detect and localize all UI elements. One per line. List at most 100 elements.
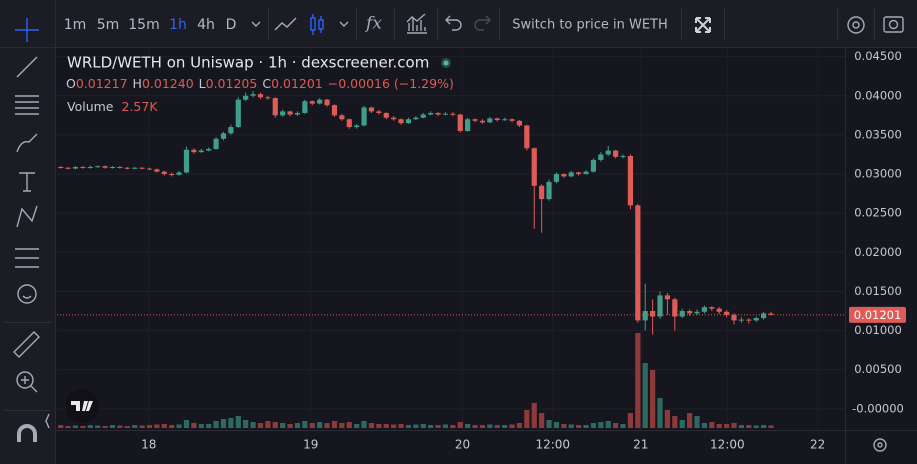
interval-button[interactable]: D: [226, 17, 237, 33]
candle-body: [524, 125, 530, 149]
interval-button[interactable]: 4h: [197, 17, 215, 33]
volume-bar: [154, 424, 160, 428]
volume-name: Volume: [67, 99, 114, 114]
volume-bar: [198, 424, 204, 428]
interval-button[interactable]: 5m: [97, 17, 120, 33]
candle-icon[interactable]: [310, 14, 324, 35]
settings-icon[interactable]: [847, 16, 865, 34]
y-tick-label: 0.02500: [854, 206, 902, 220]
x-tick-label: 22: [810, 438, 825, 452]
volume-bar: [457, 422, 463, 428]
interval-button[interactable]: 1h: [169, 17, 187, 33]
volume-bar: [250, 422, 256, 428]
candle-body: [257, 94, 264, 98]
candle-body: [635, 205, 641, 321]
volume-bar: [191, 423, 197, 428]
crosshair-icon[interactable]: [15, 18, 39, 42]
volume-bar: [472, 425, 478, 428]
candle-body: [576, 172, 582, 175]
volume-bar: [346, 422, 352, 428]
candle-body: [117, 166, 123, 168]
candle-body: [413, 117, 419, 120]
interval-button[interactable]: 1m: [64, 17, 87, 33]
volume-bar: [465, 424, 471, 428]
interval-button[interactable]: 15m: [128, 17, 159, 33]
candle-body: [553, 174, 560, 182]
ruler-icon[interactable]: [13, 331, 40, 358]
magnet-icon[interactable]: [17, 424, 37, 442]
axis-settings-icon[interactable]: [873, 438, 887, 452]
prediction-icon[interactable]: [15, 248, 39, 268]
candle-body: [746, 319, 752, 321]
candle-body: [731, 314, 737, 321]
fib-icon[interactable]: [15, 95, 39, 115]
volume-bar: [95, 425, 101, 428]
candle-body: [109, 166, 116, 168]
candle-layer: [58, 91, 774, 335]
volume-bar: [383, 424, 389, 428]
volume-layer: [58, 333, 774, 428]
candle-body: [80, 166, 86, 168]
candle-body: [309, 101, 315, 104]
candle-body: [546, 181, 552, 200]
ohlc-key: O: [66, 76, 76, 91]
candle-body: [287, 111, 293, 115]
volume-bar: [531, 403, 537, 428]
volume-bar: [731, 423, 737, 428]
trendline-icon[interactable]: [16, 56, 38, 78]
x-tick-label: 20: [455, 438, 470, 452]
candle-body: [672, 299, 678, 317]
fullscreen-icon[interactable]: [695, 17, 711, 33]
volume-bar: [620, 424, 626, 428]
volume-bar: [605, 421, 611, 428]
candle-body: [650, 311, 656, 317]
candle-body: [568, 172, 574, 177]
redo-icon[interactable]: [474, 15, 491, 31]
pattern-icon[interactable]: [16, 205, 38, 228]
candle-body: [235, 99, 241, 128]
volume-bar: [213, 421, 219, 428]
y-tick-label: 0.02000: [854, 245, 902, 259]
screenshot-icon[interactable]: [883, 16, 904, 33]
zoom-icon[interactable]: [16, 371, 38, 393]
volume-bar: [553, 422, 560, 428]
candle-body: [509, 119, 515, 121]
candle-body: [450, 113, 456, 115]
candle-body: [280, 111, 286, 116]
undo-icon[interactable]: [445, 15, 462, 31]
emoji-icon[interactable]: [17, 284, 37, 304]
x-tick-label: 12:00: [535, 438, 570, 452]
volume-bar: [72, 425, 79, 428]
volume-bar: [524, 410, 530, 428]
line-chart-icon[interactable]: [274, 17, 297, 31]
y-tick-label: -0.00000: [852, 401, 904, 415]
candle-body: [605, 150, 611, 155]
candle-body: [627, 156, 634, 206]
dropdown-icon[interactable]: [251, 21, 261, 27]
volume-bar: [169, 425, 175, 428]
candle-body: [687, 311, 693, 314]
volume-bar: [405, 425, 412, 428]
dropdown-icon[interactable]: [339, 21, 349, 27]
brush-icon[interactable]: [16, 133, 38, 153]
volume-bar: [272, 422, 278, 428]
volume-bar: [317, 422, 323, 428]
candle-body: [250, 94, 256, 96]
candle-body: [738, 319, 745, 321]
text-icon[interactable]: [19, 172, 35, 192]
volume-bar: [576, 425, 582, 428]
candle-body: [516, 120, 523, 126]
candle-body: [753, 318, 759, 321]
volume-bar: [442, 424, 449, 428]
chart-title: WRLD/WETH on Uniswap · 1h · dexscreener.…: [67, 54, 429, 72]
indicators-icon[interactable]: fx: [364, 14, 382, 34]
candle-body: [376, 111, 382, 113]
volume-bar: [117, 425, 123, 428]
collapse-icon[interactable]: [45, 413, 50, 429]
switch-button[interactable]: Switch to price in WETH: [512, 18, 668, 33]
candle-body: [72, 166, 79, 169]
status-dot: [443, 60, 449, 66]
compare-icon[interactable]: [406, 13, 427, 34]
candle-body: [213, 138, 219, 149]
volume-bar: [206, 424, 212, 428]
